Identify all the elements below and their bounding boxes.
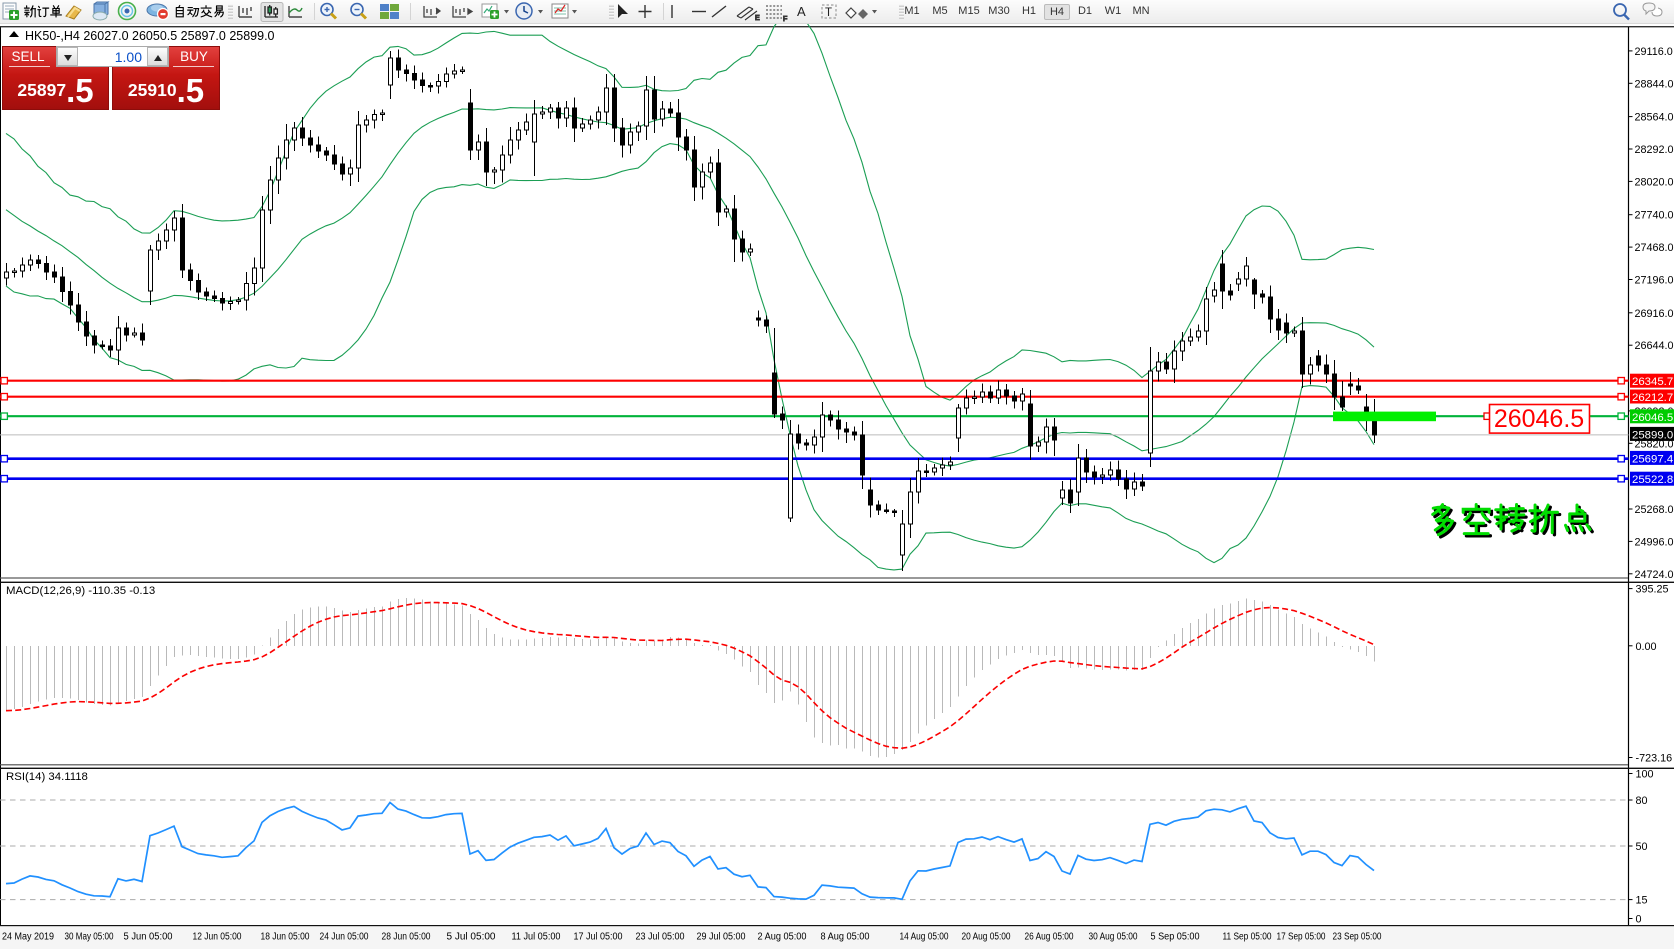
svg-text:29116.0: 29116.0: [1635, 46, 1673, 58]
svg-text:HK50-,H4 26027.0 26050.5 2589: HK50-,H4 26027.0 26050.5 25897.0 25899.0: [25, 29, 275, 43]
svg-text:0.00: 0.00: [1636, 641, 1657, 653]
svg-text:30 May 05:00: 30 May 05:00: [65, 932, 114, 943]
svg-text:5 Jun 05:00: 5 Jun 05:00: [124, 932, 173, 943]
svg-text:17 Sep 05:00: 17 Sep 05:00: [1277, 932, 1326, 943]
svg-text:28 Jun 05:00: 28 Jun 05:00: [382, 932, 431, 943]
svg-text:MACD(12,26,9) -110.35 -0.13: MACD(12,26,9) -110.35 -0.13: [6, 585, 155, 597]
svg-text:28844.0: 28844.0: [1635, 78, 1674, 90]
svg-text:20 Aug 05:00: 20 Aug 05:00: [962, 932, 1011, 943]
svg-text:11 Jul 05:00: 11 Jul 05:00: [512, 932, 561, 943]
svg-text:5 Sep 05:00: 5 Sep 05:00: [1151, 932, 1200, 943]
svg-text:26644.0: 26644.0: [1635, 340, 1674, 352]
svg-text:E: E: [755, 15, 760, 22]
svg-text:25522.8: 25522.8: [1632, 474, 1673, 486]
svg-text:25899.0: 25899.0: [1632, 429, 1673, 441]
svg-text:25268.0: 25268.0: [1635, 504, 1674, 516]
svg-text:11 Sep 05:00: 11 Sep 05:00: [1223, 932, 1272, 943]
svg-text:8 Aug 05:00: 8 Aug 05:00: [821, 932, 870, 943]
svg-text:29 Jul 05:00: 29 Jul 05:00: [697, 932, 746, 943]
svg-text:27740.0: 27740.0: [1635, 210, 1674, 222]
svg-text:30 Aug 05:00: 30 Aug 05:00: [1089, 932, 1138, 943]
svg-text:26046.5: 26046.5: [1632, 412, 1673, 424]
svg-text:-723.16: -723.16: [1636, 753, 1673, 765]
svg-text:18 Jun 05:00: 18 Jun 05:00: [261, 932, 310, 943]
svg-text:100: 100: [1636, 769, 1654, 781]
svg-text:F: F: [783, 16, 787, 23]
svg-text:23 Sep 05:00: 23 Sep 05:00: [1333, 932, 1382, 943]
svg-text:25697.4: 25697.4: [1632, 453, 1673, 465]
svg-text:T: T: [825, 7, 832, 19]
svg-text:26046.5: 26046.5: [1494, 405, 1584, 433]
svg-text:RSI(14) 34.1118: RSI(14) 34.1118: [6, 771, 88, 783]
svg-text:2 Aug 05:00: 2 Aug 05:00: [758, 932, 807, 943]
svg-text:14 Aug 05:00: 14 Aug 05:00: [900, 932, 949, 943]
svg-text:15: 15: [1636, 895, 1648, 907]
svg-text:28292.0: 28292.0: [1635, 144, 1674, 156]
svg-text:395.25: 395.25: [1636, 584, 1669, 596]
svg-text:23 Jul 05:00: 23 Jul 05:00: [636, 932, 685, 943]
svg-text:A: A: [797, 4, 806, 19]
svg-text:27468.0: 27468.0: [1635, 242, 1674, 254]
svg-text:26212.7: 26212.7: [1632, 392, 1673, 404]
svg-text:24 May 2019: 24 May 2019: [2, 932, 54, 943]
svg-text:12 Jun 05:00: 12 Jun 05:00: [193, 932, 242, 943]
svg-text:26 Aug 05:00: 26 Aug 05:00: [1025, 932, 1074, 943]
svg-text:24996.0: 24996.0: [1635, 536, 1674, 548]
svg-text:27196.0: 27196.0: [1635, 275, 1674, 287]
svg-text:24724.0: 24724.0: [1635, 569, 1674, 581]
svg-text:26345.7: 26345.7: [1632, 376, 1673, 388]
svg-text:5 Jul 05:00: 5 Jul 05:00: [447, 932, 496, 943]
svg-text:17 Jul 05:00: 17 Jul 05:00: [574, 932, 623, 943]
svg-text:25820.0: 25820.0: [1635, 438, 1674, 450]
svg-text:28564.0: 28564.0: [1635, 112, 1674, 124]
svg-text:80: 80: [1636, 795, 1648, 807]
svg-text:26916.0: 26916.0: [1635, 308, 1674, 320]
svg-text:24 Jun 05:00: 24 Jun 05:00: [320, 932, 369, 943]
svg-text:0: 0: [1636, 914, 1642, 926]
svg-text:50: 50: [1636, 841, 1648, 853]
svg-text:28020.0: 28020.0: [1635, 176, 1674, 188]
